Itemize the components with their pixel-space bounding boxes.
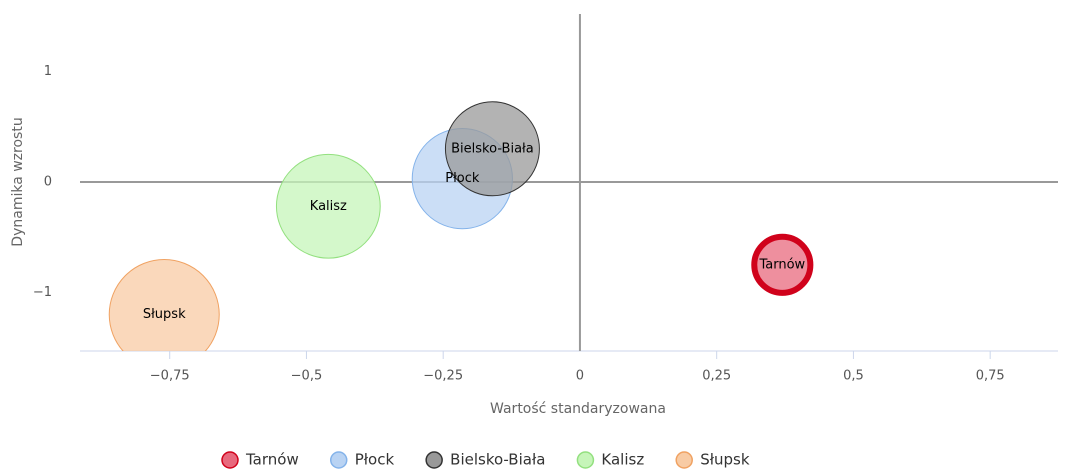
data-label: Płock	[445, 171, 480, 186]
x-tick-label: −0,75	[150, 369, 190, 384]
data-label: Tarnów	[758, 257, 805, 272]
data-label: Słupsk	[143, 307, 186, 322]
legend-label: Tarnów	[245, 451, 299, 469]
legend-marker	[675, 451, 693, 469]
x-tick-label: −0,25	[423, 369, 463, 384]
x-tick-label: 0,25	[702, 369, 731, 384]
plot	[108, 101, 814, 351]
x-axis-title: Wartość standaryzowana	[490, 401, 666, 417]
bubble	[108, 259, 220, 351]
x-tick-label: 0	[576, 369, 584, 384]
x-tick-label: 0,75	[976, 369, 1005, 384]
legend-label: Kalisz	[601, 451, 644, 469]
y-tick-label: 1	[44, 64, 52, 79]
x-tick-label: −0,5	[291, 369, 323, 384]
data-label: Bielsko-Biała	[451, 141, 534, 156]
y-tick-label: 0	[44, 174, 52, 189]
legend-label: Płock	[355, 451, 395, 469]
data-label: Kalisz	[310, 199, 347, 214]
legend-marker	[576, 451, 595, 469]
x-tick-label: 0,5	[843, 369, 864, 384]
y-tick-label: −1	[33, 285, 52, 300]
bubble	[751, 233, 814, 296]
legend-marker	[221, 451, 239, 469]
bubble	[275, 153, 381, 259]
legend-marker	[329, 451, 348, 469]
legend-marker	[425, 451, 443, 469]
y-axis-title: Dynamika wzrostu	[10, 117, 26, 246]
legend-label: Bielsko-Biała	[450, 451, 545, 469]
legend-label: Słupsk	[700, 451, 750, 469]
bubble	[444, 101, 540, 197]
